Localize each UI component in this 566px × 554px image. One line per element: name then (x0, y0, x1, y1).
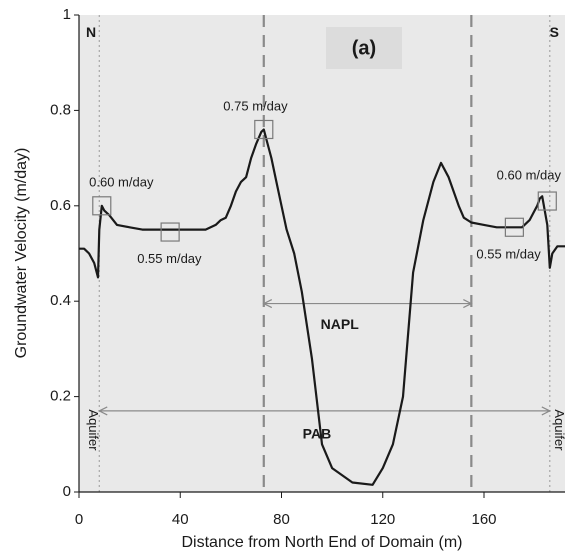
velocity-series-line-0 (79, 128, 565, 486)
velocity-annotation-1: 0.55 m/day (137, 251, 202, 266)
highlight-marker-0 (92, 196, 112, 216)
range-arrowhead-left-0 (262, 299, 273, 309)
range-arrows: NAPL PAB (97, 299, 552, 441)
range-arrowhead-right-1 (541, 406, 552, 416)
range-label-pab: PAB (303, 425, 332, 441)
x-tick-label-1: 40 (172, 511, 189, 528)
marker-group (92, 119, 557, 242)
series-group (79, 128, 565, 486)
south-label: S (550, 24, 559, 40)
y-tick-label-3: 0.6 (50, 197, 71, 214)
x-tick-label-0: 0 (75, 511, 83, 528)
range-label-napl: NAPL (321, 316, 360, 332)
x-tick-group: 0 40 80 120 160 (75, 492, 497, 528)
highlight-marker-2 (254, 119, 274, 140)
highlight-marker-4 (537, 191, 557, 211)
x-tick-label-4: 160 (471, 511, 496, 528)
velocity-annotation-4: 0.55 m/day (476, 246, 541, 261)
range-arrowhead-left-1 (97, 406, 108, 416)
range-arrowhead-right-0 (463, 299, 473, 309)
aquifer-label-1: Aquifer (552, 409, 566, 451)
y-tick-label-2: 0.4 (50, 292, 71, 309)
y-tick-label-1: 0.2 (50, 388, 71, 405)
plot-area (79, 15, 565, 492)
panel-label-box (326, 27, 402, 69)
velocity-annotation-3: 0.60 m/day (497, 168, 562, 183)
panel-label: (a) (352, 37, 376, 59)
x-axis-title: Distance from North End of Domain (m) (182, 534, 463, 551)
annotation-group: 0.60 m/day 0.55 m/day 0.75 m/day 0.60 m/day… (86, 24, 566, 451)
y-tick-group: 0 0.2 0.4 0.6 0.8 1 (50, 6, 79, 500)
highlight-marker-1 (160, 222, 180, 242)
y-tick-label-5: 1 (63, 6, 71, 23)
x-tick-label-2: 80 (273, 511, 290, 528)
y-axis-title: Groundwater Velocity (m/day) (13, 148, 30, 359)
aquifer-label-0: Aquifer (86, 409, 101, 451)
x-tick-label-3: 120 (370, 511, 395, 528)
velocity-annotation-0: 0.60 m/day (89, 175, 154, 190)
velocity-annotation-2: 0.75 m/day (223, 98, 288, 113)
y-tick-label-0: 0 (63, 483, 71, 500)
y-tick-label-4: 0.8 (50, 101, 71, 118)
highlight-marker-3 (504, 217, 524, 237)
north-label: N (86, 24, 96, 40)
